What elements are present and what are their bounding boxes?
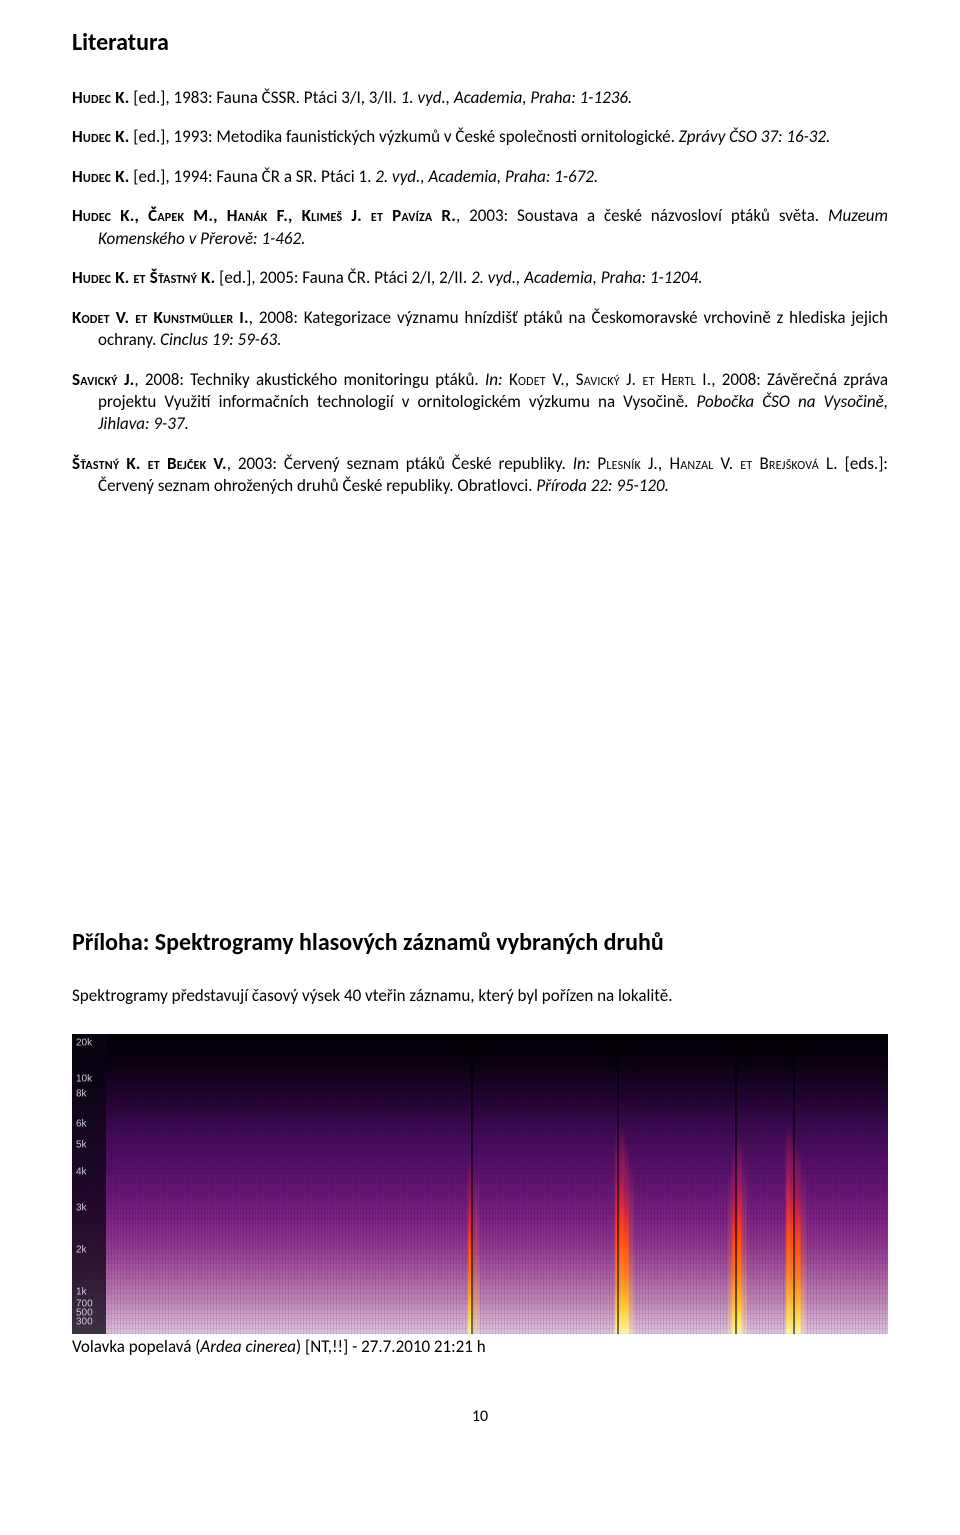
spectrogram-gap [617, 1034, 619, 1334]
references-list: Hudec K. [ed.], 1983: Fauna ČSSR. Ptáci … [72, 87, 888, 498]
y-tick: 20k [76, 1037, 92, 1048]
y-tick: 4k [76, 1166, 87, 1177]
caption-tail: ) [NT,!!] - 27.7.2010 21:21 h [296, 1336, 486, 1357]
spectrogram-gap [793, 1034, 795, 1334]
spectrogram-streak [801, 1166, 806, 1334]
reference-item: Šťastný K. et Bejček V., 2003: Červený s… [72, 453, 888, 498]
literatura-heading: Literatura [72, 28, 888, 57]
reference-item: Hudec K. [ed.], 1993: Metodika faunistic… [72, 126, 888, 148]
priloha-heading: Příloha: Spektrogramy hlasových záznamů … [72, 928, 888, 957]
spectrogram-streak [742, 1154, 747, 1334]
y-tick: 6k [76, 1118, 87, 1129]
y-tick: 5k [76, 1139, 87, 1150]
reference-item: Hudec K., Čapek M., Hanák F., Klimeš J. … [72, 205, 888, 250]
reference-item: Hudec K. [ed.], 1983: Fauna ČSSR. Ptáci … [72, 87, 888, 109]
reference-item: Hudec K. et Šťastný K. [ed.], 2005: Faun… [72, 267, 888, 289]
spectrogram-gap [471, 1034, 473, 1334]
spectrogram-top-shade [72, 1034, 888, 1124]
y-tick: 3k [76, 1202, 87, 1213]
caption-latin: Ardea cinerea [200, 1336, 296, 1357]
page-number: 10 [72, 1407, 888, 1426]
spectrogram-streak [474, 1169, 479, 1334]
y-tick: 10k [76, 1073, 92, 1084]
y-tick: 8k [76, 1088, 87, 1099]
spectrogram-y-axis: 20k10k8k6k5k4k3k2k1k700500300 [72, 1034, 106, 1334]
y-tick: 2k [76, 1244, 87, 1255]
reference-item: Kodet V. et Kunstmüller I., 2008: Katego… [72, 307, 888, 352]
spectrogram-streak [629, 1160, 634, 1334]
y-tick: 1k [76, 1286, 87, 1297]
spectrogram-description: Spektrogramy představují časový výsek 40… [72, 985, 888, 1006]
y-tick: 300 [76, 1316, 93, 1327]
document-page: Literatura Hudec K. [ed.], 1983: Fauna Č… [0, 0, 960, 1462]
reference-item: Hudec K. [ed.], 1994: Fauna ČR a SR. Ptá… [72, 166, 888, 188]
spectrogram-gap [735, 1034, 737, 1334]
spectrogram-caption: Volavka popelavá (Ardea cinerea) [NT,!!]… [72, 1336, 888, 1357]
caption-species: Volavka popelavá ( [72, 1336, 200, 1357]
reference-item: Savický J., 2008: Techniky akustického m… [72, 369, 888, 436]
spectrogram-figure: 20k10k8k6k5k4k3k2k1k700500300 [72, 1034, 888, 1334]
